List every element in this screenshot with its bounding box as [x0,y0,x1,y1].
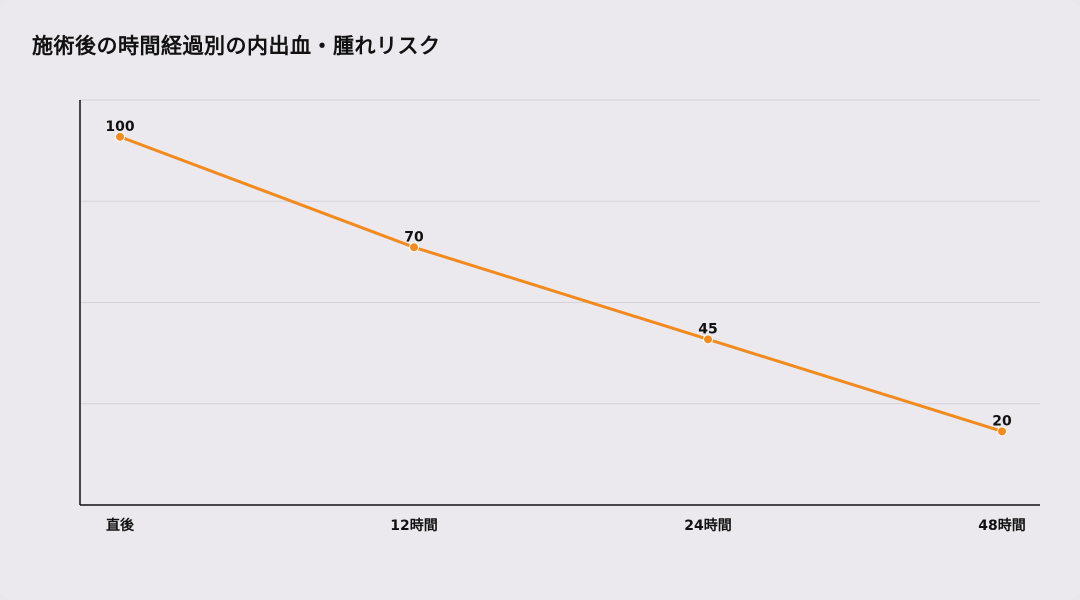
data-point [409,242,419,253]
chart-title: 施術後の時間経過別の内出血・腫れリスク [32,34,441,58]
data-point [997,426,1007,437]
gridlines [80,99,1040,405]
x-tick-labels: 直後 12時間 24時間 48時間 [106,517,1026,534]
data-label: 45 [698,321,717,337]
data-label: 100 [105,119,134,135]
data-label: 20 [992,413,1012,429]
x-tick-label: 48時間 [978,517,1025,534]
data-labels: 100 70 45 20 [105,119,1012,430]
x-tick-label: 24時間 [684,517,731,534]
series-line-layer [115,131,1007,437]
x-tick-label: 12時間 [390,517,437,534]
data-point [115,131,125,142]
series-line [118,135,1004,433]
x-tick-label: 直後 [106,517,135,534]
data-label: 70 [404,229,424,245]
data-point [703,334,713,345]
axes [79,100,1040,506]
